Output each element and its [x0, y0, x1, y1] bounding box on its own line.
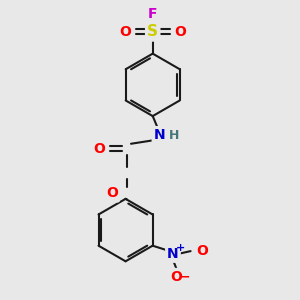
Text: O: O: [170, 270, 182, 284]
Text: O: O: [93, 142, 105, 156]
Text: O: O: [119, 25, 131, 39]
Text: +: +: [176, 243, 185, 254]
Text: F: F: [148, 7, 158, 21]
Text: S: S: [147, 24, 158, 39]
Text: −: −: [180, 270, 190, 284]
Text: N: N: [154, 128, 165, 142]
Text: O: O: [106, 186, 118, 200]
Text: H: H: [169, 129, 180, 142]
Text: N: N: [167, 247, 179, 261]
Text: O: O: [196, 244, 208, 258]
Text: O: O: [175, 25, 186, 39]
